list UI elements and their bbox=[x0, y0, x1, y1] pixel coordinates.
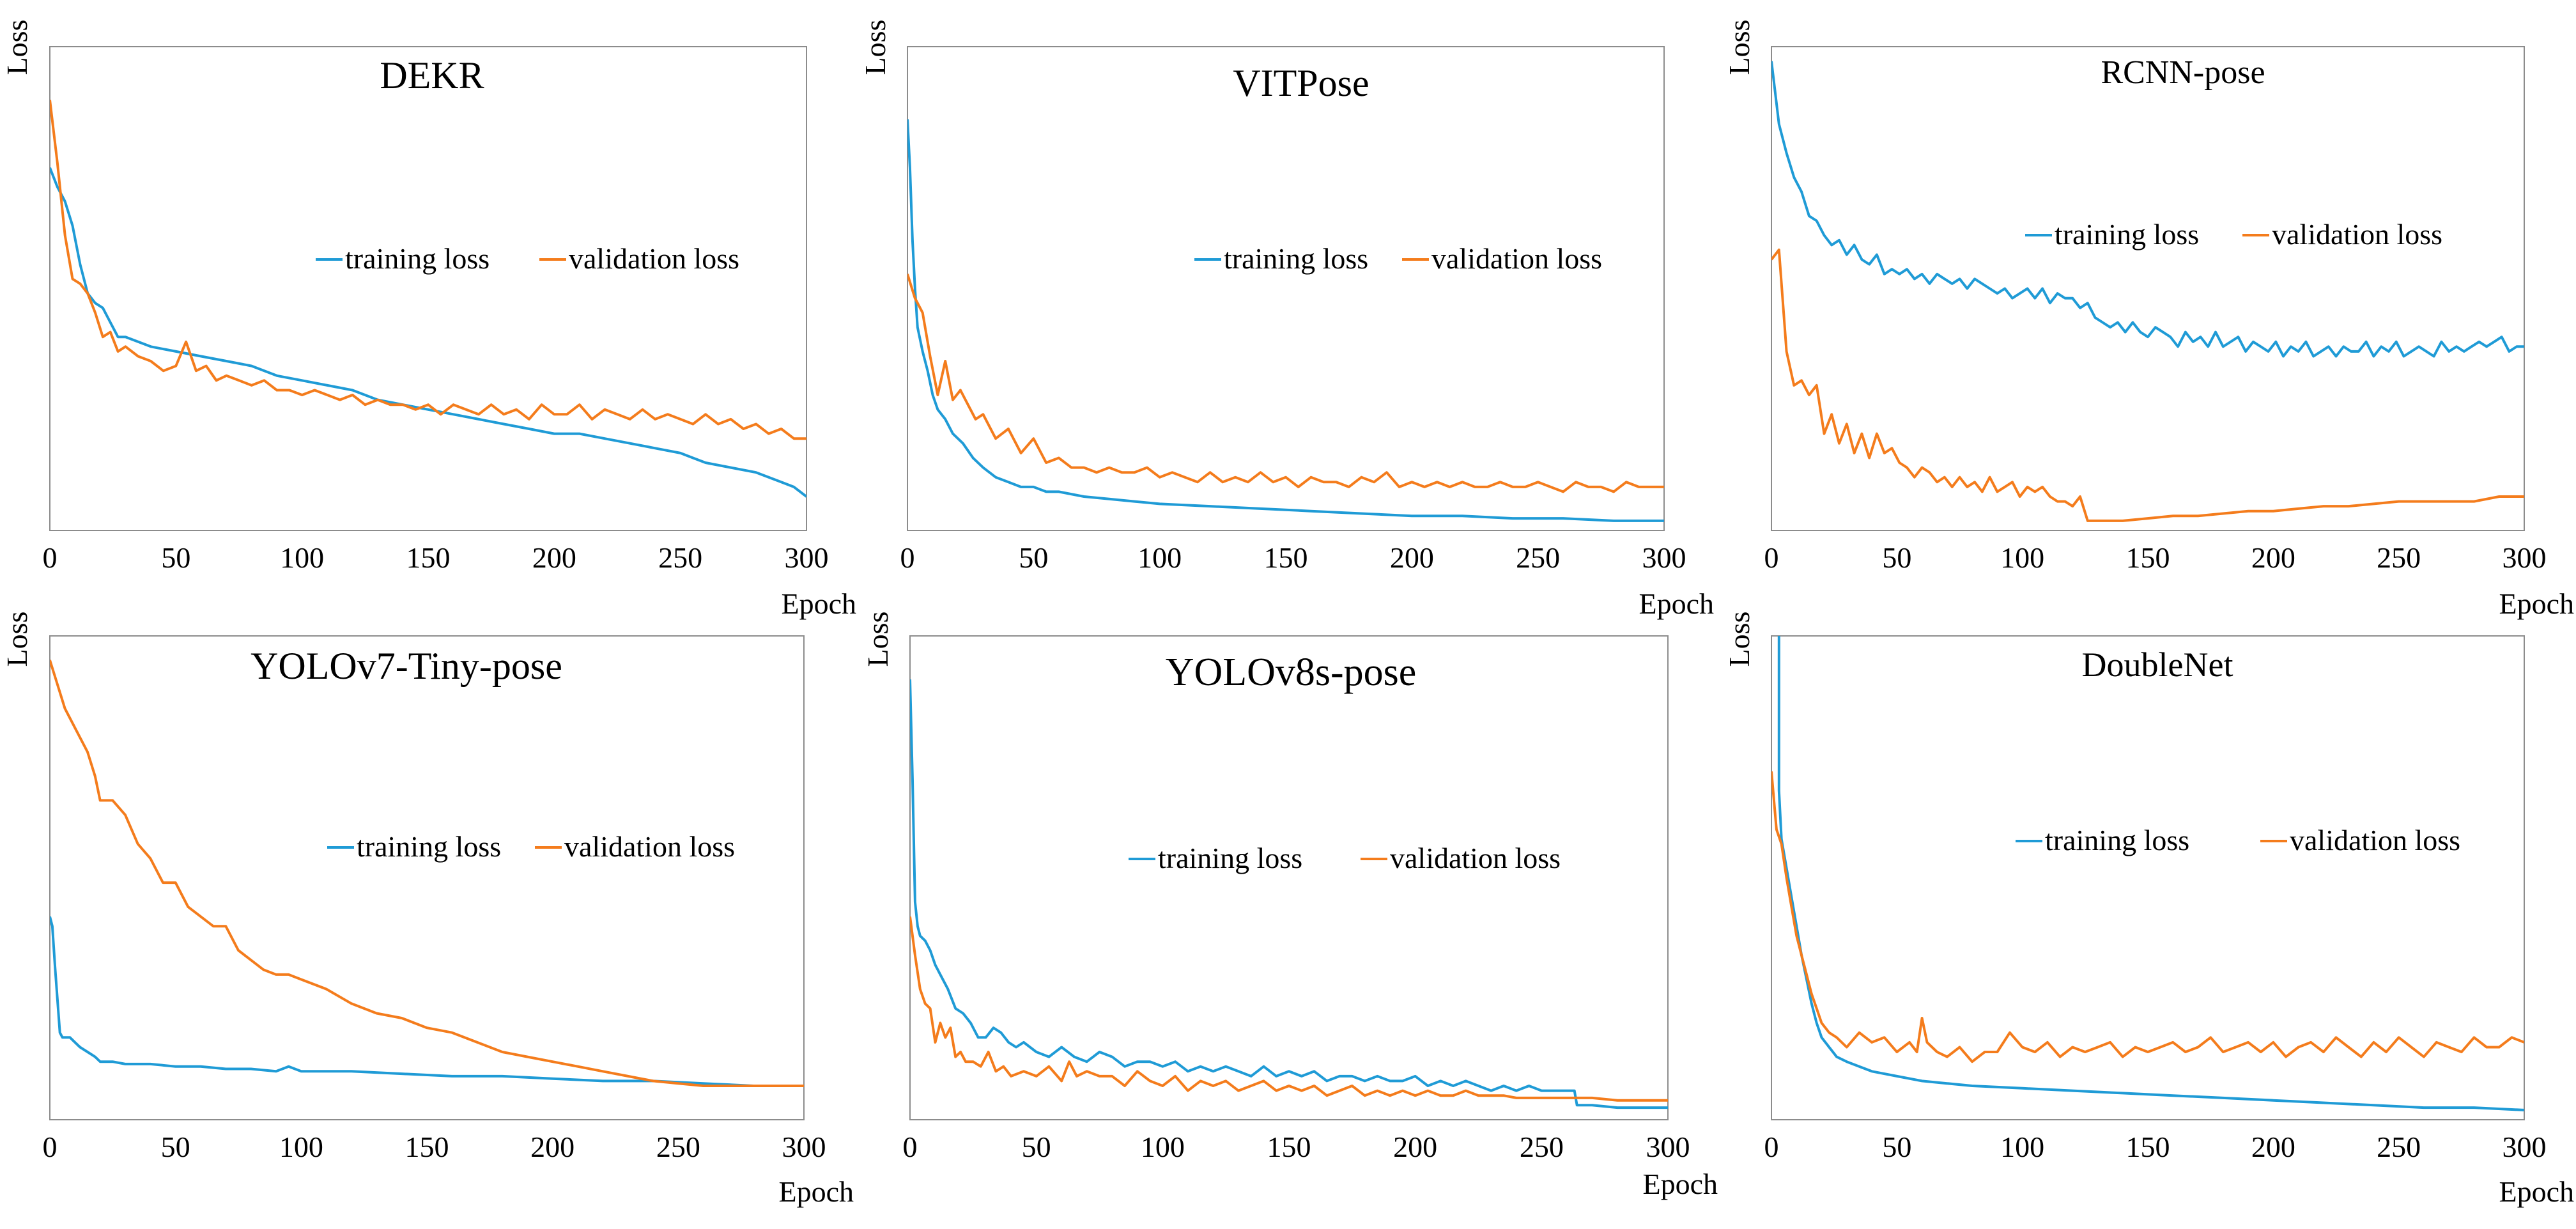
x-tick-label: 100 bbox=[279, 1131, 323, 1163]
legend-label-validation-loss: validation loss bbox=[569, 242, 739, 275]
chart-yolov8s-pose: 0 50 100 150 200 250 300 Epoch Loss YOLOv8s-pose t… bbox=[861, 612, 1718, 1200]
plot-frame bbox=[1771, 46, 2525, 531]
x-axis-label: Epoch bbox=[2499, 587, 2574, 620]
chart-rcnn-pose: 0 50 100 150 200 250 300 Epoch Loss RCNN-pose trai… bbox=[1723, 20, 2574, 620]
x-tick-label: 0 bbox=[903, 1131, 918, 1163]
x-tick-label: 150 bbox=[2126, 1131, 2170, 1163]
x-tick-label: 150 bbox=[406, 541, 451, 574]
x-tick-label: 250 bbox=[1520, 1131, 1564, 1163]
x-axis-label: Epoch bbox=[1639, 587, 1714, 620]
chart-title: RCNN-pose bbox=[2101, 54, 2265, 91]
x-tick-label: 100 bbox=[1138, 541, 1182, 574]
x-tick-label: 300 bbox=[785, 541, 829, 574]
x-tick-label: 100 bbox=[2000, 541, 2044, 574]
legend-label-validation-loss: validation loss bbox=[2272, 218, 2442, 251]
x-tick-label: 300 bbox=[1642, 541, 1686, 574]
plot-frame bbox=[909, 635, 1669, 1120]
x-tick-label: 300 bbox=[2503, 1131, 2547, 1163]
legend-label-validation-loss: validation loss bbox=[2290, 824, 2460, 856]
chart-doublenet: 0 50 100 150 200 250 300 Epoch Loss DoubleNet trai… bbox=[1723, 612, 2574, 1208]
chart-title: DoubleNet bbox=[2082, 645, 2233, 684]
series-line-training-loss bbox=[1771, 61, 2524, 358]
legend-label-training-loss: training loss bbox=[345, 242, 490, 275]
x-tick-label: 100 bbox=[280, 541, 324, 574]
plot-frame bbox=[907, 46, 1665, 531]
series-line-training-loss bbox=[1777, 636, 2524, 1111]
series-line-validation-loss bbox=[50, 100, 806, 440]
series-line-validation-loss bbox=[50, 660, 804, 1087]
y-axis-label: Loss bbox=[861, 612, 894, 667]
x-tick-label: 100 bbox=[2000, 1131, 2044, 1163]
legend-label-training-loss: training loss bbox=[2045, 824, 2189, 856]
x-tick-label: 250 bbox=[1516, 541, 1560, 574]
chart-title: YOLOv7-Tiny-pose bbox=[251, 645, 562, 687]
x-tick-label: 300 bbox=[2503, 541, 2547, 574]
legend-label-training-loss: training loss bbox=[357, 830, 501, 863]
x-axis-label: Epoch bbox=[778, 1175, 854, 1208]
x-tick-label: 150 bbox=[1267, 1131, 1311, 1163]
series-line-validation-loss bbox=[907, 274, 1664, 493]
x-tick-label: 50 bbox=[161, 541, 190, 574]
x-tick-label: 250 bbox=[2377, 1131, 2421, 1163]
plot-frame bbox=[49, 46, 807, 531]
x-tick-label: 200 bbox=[2251, 541, 2295, 574]
x-tick-label: 150 bbox=[2126, 541, 2170, 574]
x-tick-label: 200 bbox=[1393, 1131, 1437, 1163]
x-tick-label: 50 bbox=[1882, 541, 1911, 574]
x-tick-label: 0 bbox=[1764, 1131, 1779, 1163]
series-line-validation-loss bbox=[1771, 771, 2524, 1063]
y-axis-label: Loss bbox=[859, 20, 891, 75]
x-tick-label: 50 bbox=[1019, 541, 1048, 574]
y-axis-label: Loss bbox=[1723, 20, 1755, 75]
legend-label-validation-loss: validation loss bbox=[564, 830, 735, 863]
x-tick-label: 300 bbox=[1646, 1131, 1690, 1163]
x-tick-label: 250 bbox=[2377, 541, 2421, 574]
x-tick-label: 250 bbox=[656, 1131, 700, 1163]
plot-frame bbox=[49, 635, 805, 1120]
x-tick-label: 50 bbox=[1022, 1131, 1051, 1163]
legend-label-validation-loss: validation loss bbox=[1431, 242, 1602, 275]
x-tick-label: 300 bbox=[782, 1131, 826, 1163]
series-line-training-loss bbox=[50, 916, 804, 1087]
x-tick-label: 50 bbox=[1882, 1131, 1911, 1163]
x-tick-label: 200 bbox=[530, 1131, 575, 1163]
chart-yolov7-tiny-pose: 0 50 100 150 200 250 300 Epoch Loss YOLOv7-Tiny-p… bbox=[1, 612, 854, 1208]
series-line-training-loss bbox=[910, 679, 1668, 1109]
x-tick-label: 0 bbox=[43, 541, 58, 574]
x-tick-label: 150 bbox=[1264, 541, 1308, 574]
x-axis-label: Epoch bbox=[1642, 1168, 1718, 1200]
legend-label-training-loss: training loss bbox=[1158, 842, 1302, 874]
series-line-training-loss bbox=[907, 119, 1664, 522]
x-tick-label: 200 bbox=[2251, 1131, 2295, 1163]
series-line-validation-loss bbox=[910, 916, 1668, 1102]
charts-grid: 0 50 100 150 200 250 300EpochLossDEKRtraining … bbox=[1, 20, 2574, 1208]
legend-label-training-loss: training loss bbox=[1224, 242, 1368, 275]
chart-title: DEKR bbox=[380, 54, 484, 97]
y-axis-label: Loss bbox=[1, 612, 33, 667]
x-tick-label: 250 bbox=[658, 541, 702, 574]
x-tick-label: 50 bbox=[161, 1131, 190, 1163]
plot-frame bbox=[1771, 635, 2525, 1120]
x-tick-label: 150 bbox=[405, 1131, 449, 1163]
x-tick-label: 0 bbox=[43, 1131, 58, 1163]
chart-dekr: 0 50 100 150 200 250 300 Epoch Loss DEKR training … bbox=[1, 20, 856, 620]
chart-title: YOLOv8s-pose bbox=[1166, 651, 1417, 694]
legend-label-training-loss: training loss bbox=[2055, 218, 2199, 251]
x-tick-label: 200 bbox=[532, 541, 576, 574]
series-line-validation-loss bbox=[1771, 248, 2524, 522]
chart-title: VITPose bbox=[1233, 62, 1369, 104]
x-tick-label: 0 bbox=[1764, 541, 1779, 574]
y-axis-label: Loss bbox=[1723, 612, 1755, 667]
y-axis-label: Loss bbox=[1, 20, 33, 75]
x-axis-label: Epoch bbox=[2499, 1175, 2574, 1208]
x-tick-label: 0 bbox=[900, 541, 915, 574]
x-tick-label: 100 bbox=[1141, 1131, 1185, 1163]
x-tick-label: 200 bbox=[1390, 541, 1434, 574]
legend-label-validation-loss: validation loss bbox=[1390, 842, 1561, 874]
chart-vitpose: 0 50 100 150 200 250 300 Epoch Loss VITPose traini… bbox=[859, 20, 1714, 620]
x-axis-label: Epoch bbox=[781, 587, 856, 620]
